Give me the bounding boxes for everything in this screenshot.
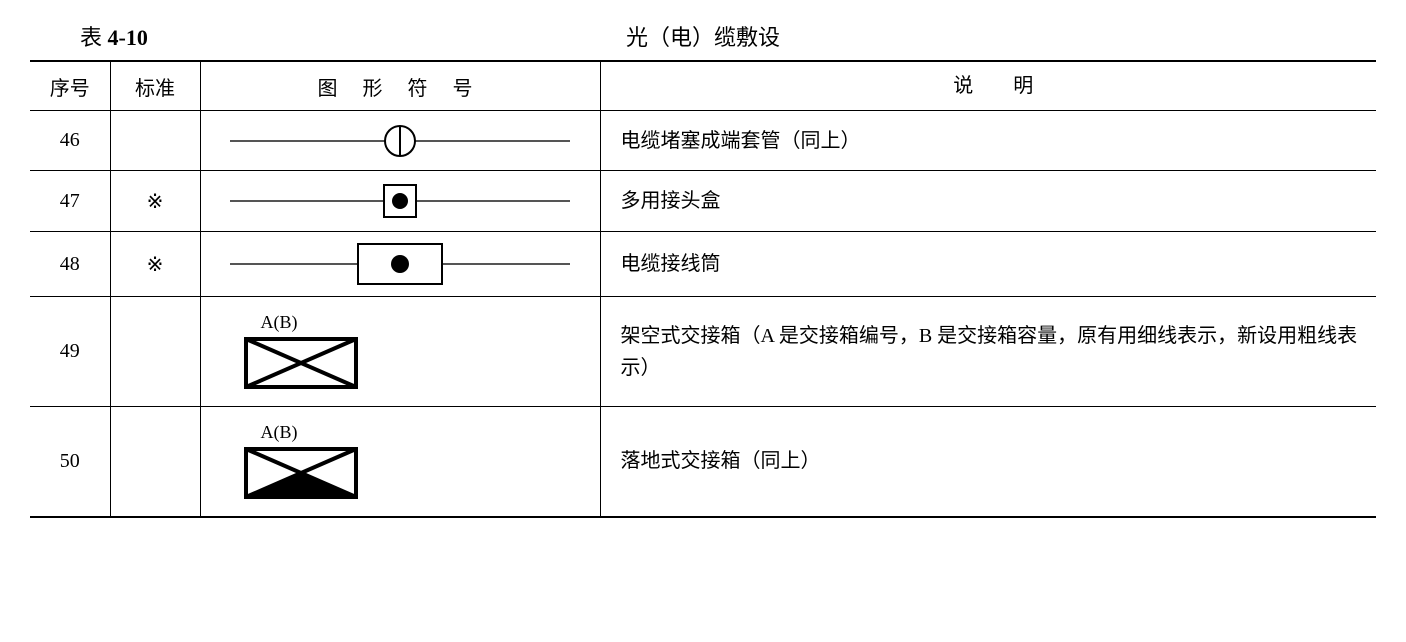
cell-desc: 多用接头盒 [600,171,1376,232]
symbol-label: A(B) [261,422,298,443]
table-row: 46 电缆堵塞成端套管（同上） [30,111,1376,171]
table-header-row: 序号 标准 图 形 符 号 说明 [30,61,1376,111]
cell-symbol: A(B) [200,407,600,517]
cell-seq: 49 [30,297,110,407]
cell-std: ※ [110,232,200,297]
cell-std [110,407,200,517]
symbol-svg [211,179,590,223]
col-header-seq: 序号 [30,61,110,111]
cell-seq: 47 [30,171,110,232]
table-number-value: 4-10 [108,25,148,50]
table-number: 表 4-10 [80,20,190,52]
cell-seq: 46 [30,111,110,171]
cell-desc: 落地式交接箱（同上） [600,407,1376,517]
cell-std [110,111,200,171]
col-header-sym: 图 形 符 号 [200,61,600,111]
col-header-desc: 说明 [600,61,1376,111]
cell-std [110,297,200,407]
table-row: 48 ※ 电缆接线筒 [30,232,1376,297]
cell-symbol: A(B) [200,297,600,407]
cell-symbol [200,171,600,232]
cell-seq: 48 [30,232,110,297]
cell-desc: 架空式交接箱（A 是交接箱编号，B 是交接箱容量，原有用细线表示，新设用粗线表示… [600,297,1376,407]
cell-symbol [200,111,600,171]
cell-symbol [200,232,600,297]
symbol-table: 序号 标准 图 形 符 号 说明 46 电缆堵塞成端套管（同上） 47 ※ 多用… [30,60,1376,518]
col-header-desc-right: 明 [1013,75,1033,97]
table-row: 50 A(B) 落地式交接箱（同上） [30,407,1376,517]
symbol-svg [241,445,361,501]
symbol-svg [241,335,361,391]
symbol-label: A(B) [261,312,298,333]
cell-desc: 电缆堵塞成端套管（同上） [600,111,1376,171]
cell-std: ※ [110,171,200,232]
cell-desc: 电缆接线筒 [600,232,1376,297]
symbol-svg [211,121,590,161]
table-label-prefix: 表 [80,25,108,50]
col-header-std: 标准 [110,61,200,111]
title-row: 表 4-10 光（电）缆敷设 [30,20,1376,52]
col-header-desc-left: 说 [953,75,973,97]
table-row: 49 A(B) 架空式交接箱（A 是交接箱编号，B 是交接箱容量，原有用细线表示… [30,297,1376,407]
table-row: 47 ※ 多用接头盒 [30,171,1376,232]
symbol-svg [211,240,590,288]
table-title: 光（电）缆敷设 [190,20,1326,52]
cell-seq: 50 [30,407,110,517]
